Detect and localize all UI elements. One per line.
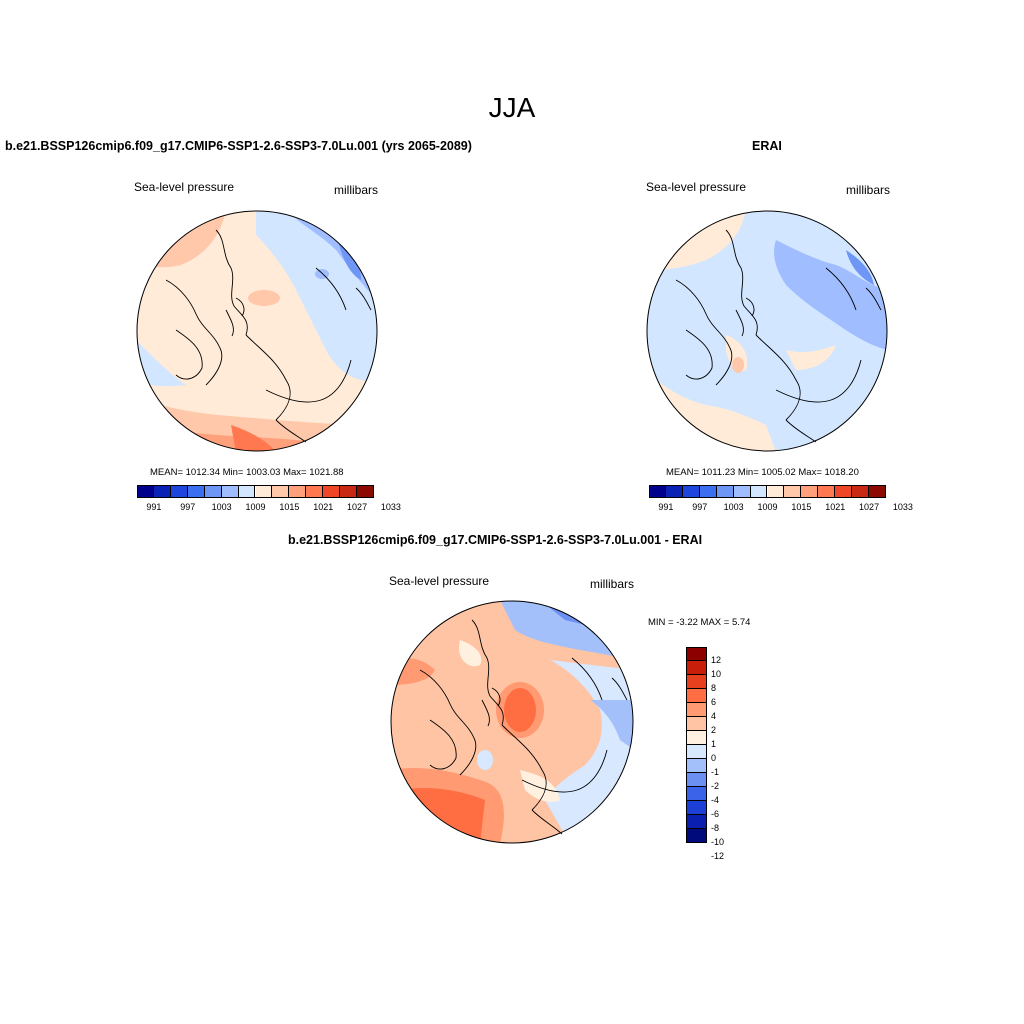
diff-colorbar-tick-label: 0 [711,753,717,763]
diff-colorbar-tick-label: 12 [711,655,722,665]
diff-colorbar-swatch [686,759,707,773]
obs-colorbar-swatch [767,485,785,498]
model-colorbar-swatch [221,485,239,498]
obs-colorbar-swatch [649,485,666,498]
obs-colorbar-swatch [750,485,768,498]
diff-colorbar-swatch [686,717,707,731]
diff-panel-title: b.e21.BSSP126cmip6.f09_g17.CMIP6-SSP1-2.… [288,533,703,547]
model-colorbar-tick-label: 1033 [380,502,401,512]
obs-colorbar-tick-label: 1027 [859,502,880,512]
diff-colorbar-swatch [686,731,707,745]
diff-colorbar-tick-label: -8 [711,823,720,833]
model-colorbar-swatch [340,485,358,498]
obs-colorbar-swatch [818,485,836,498]
diff-colorbar-swatch [686,773,707,787]
obs-variable-label: Sea-level pressure [646,180,747,194]
model-units-label: millibars [334,183,379,197]
diff-colorbar-tick-label: -2 [711,781,720,791]
obs-colorbar-frame [649,485,886,498]
model-variable-label: Sea-level pressure [134,180,235,194]
obs-colorbar-tick-label: 1033 [892,502,913,512]
diff-colorbar-swatch [686,647,707,661]
diff-colorbar-tick-label: -10 [711,837,725,847]
model-colorbar-tick-label: 991 [146,502,162,512]
diff-colorbar-swatch [686,703,707,717]
diff-colorbar-tick-label: 4 [711,711,717,721]
model-colorbar-swatch [153,485,171,498]
obs-colorbar: 991 997 1003 1009 1015 1021 1027 1033 [649,485,913,512]
diff-colorbar-tick-label: 1 [711,739,717,749]
diff-colorbar-swatch [686,745,707,759]
diff-colorbar-tick-label: 2 [711,725,717,735]
obs-colorbar-tick-label: 1003 [723,502,744,512]
obs-colorbar-swatch [682,485,700,498]
model-colorbar-swatch [255,485,273,498]
diff-units-label: millibars [590,577,635,591]
obs-colorbar-swatch [784,485,802,498]
diff-colorbar-tick-label: -1 [711,767,720,777]
diff-colorbar-tick-label: -4 [711,795,720,805]
model-colorbar-swatch [289,485,307,498]
obs-colorbar-tick-label: 991 [658,502,674,512]
obs-colorbar-swatch [716,485,734,498]
model-stats: MEAN= 1012.34 Min= 1003.03 Max= 1021.88 [150,467,344,478]
obs-colorbar-swatch [852,485,870,498]
diff-colorbar-tick-label: 10 [711,669,722,679]
diff-colorbar-frame [686,647,707,843]
diff-colorbar: 12 10 8 6 4 2 1 0 -1 -2 -4 -6 -8 -10 -12 [686,647,724,861]
obs-colorbar-tick-label: 1021 [825,502,846,512]
diff-colorbar-swatch [686,801,707,815]
model-colorbar-swatch [204,485,222,498]
diff-colorbar-swatch [686,675,707,689]
obs-stats: MEAN= 1011.23 Min= 1005.02 Max= 1018.20 [666,467,859,478]
diff-colorbar-tick-label: -6 [711,809,720,819]
obs-colorbar-tick-label: 997 [692,502,708,512]
model-panel-title: b.e21.BSSP126cmip6.f09_g17.CMIP6-SSP1-2.… [5,139,472,153]
obs-colorbar-swatch [733,485,751,498]
obs-polar-map [646,210,888,452]
model-colorbar-tick-label: 1009 [245,502,266,512]
diff-colorbar-swatch [686,815,707,829]
diff-colorbar-tick-label: -12 [711,851,725,861]
model-colorbar-tick-label: 1003 [211,502,232,512]
model-colorbar-swatch [137,485,154,498]
obs-colorbar-swatch [665,485,683,498]
model-colorbar-tick-label: 1027 [347,502,368,512]
obs-colorbar-tick-label: 1015 [791,502,812,512]
obs-colorbar-swatch [801,485,819,498]
model-colorbar: 991 997 1003 1009 1015 1021 1027 1033 [137,485,401,512]
model-colorbar-swatch [272,485,290,498]
model-colorbar-swatch [170,485,188,498]
diff-colorbar-tick-label: 8 [711,683,717,693]
diff-polar-map [390,600,634,844]
obs-colorbar-tick-label: 1009 [757,502,778,512]
model-colorbar-frame [137,485,374,498]
obs-units-label: millibars [846,183,891,197]
diff-variable-label: Sea-level pressure [389,574,490,588]
obs-colorbar-swatch [835,485,853,498]
obs-panel-title: ERAI [752,139,782,153]
model-colorbar-tick-label: 1015 [279,502,300,512]
model-colorbar-tick-label: 997 [180,502,196,512]
model-colorbar-swatch [187,485,205,498]
model-colorbar-swatch [323,485,341,498]
obs-colorbar-swatch [699,485,717,498]
diff-colorbar-swatch [686,787,707,801]
model-colorbar-swatch [306,485,324,498]
diff-colorbar-swatch [686,689,707,703]
diff-stats: MIN = -3.22 MAX = 5.74 [648,617,751,628]
model-colorbar-tick-label: 1021 [313,502,334,512]
diff-colorbar-tick-label: 6 [711,697,717,707]
model-polar-map [136,210,378,452]
model-colorbar-swatch [238,485,256,498]
diff-colorbar-swatch [686,661,707,675]
figure-title: JJA [488,92,536,123]
